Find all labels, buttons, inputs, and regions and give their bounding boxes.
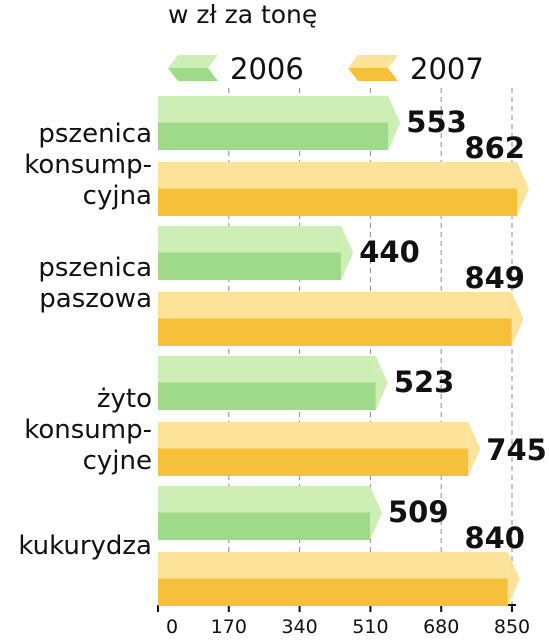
category-label: paszowa (39, 284, 152, 314)
bar-2007 (158, 579, 508, 606)
data-label: 862 (464, 131, 525, 165)
x-tick-label: 340 (281, 616, 317, 638)
data-label: 440 (359, 235, 420, 269)
bar-2006 (158, 253, 342, 280)
bar-2006 (158, 123, 389, 150)
x-tick-label: 0 (166, 616, 178, 638)
data-label: 523 (394, 365, 455, 399)
bar-2007 (158, 449, 469, 476)
x-tick-label: 170 (211, 616, 247, 638)
data-label: 553 (406, 105, 467, 139)
category-label: konsump- (24, 150, 152, 180)
legend-swatch-bottom (348, 68, 398, 81)
bar-tip (388, 96, 401, 150)
bar-top-2007 (158, 162, 517, 189)
bar-2007 (158, 189, 517, 216)
bar-tip (341, 226, 354, 280)
legend-swatch-top (348, 55, 398, 68)
bar-tip (511, 292, 524, 346)
bar-2007 (158, 319, 512, 346)
category-label: cyjne (83, 446, 152, 476)
bar-tip (369, 486, 382, 540)
bar-top-2007 (158, 292, 512, 319)
category-label: żyto (97, 384, 152, 414)
bar-2006 (158, 513, 370, 540)
x-tick-label: 510 (352, 616, 388, 638)
bar-top-2007 (158, 552, 508, 579)
category-label: konsump- (24, 415, 152, 445)
category-label: pszenica (38, 253, 152, 283)
data-label: 745 (486, 433, 547, 467)
x-tick-label: 680 (423, 616, 459, 638)
legend-label-2006: 2006 (230, 52, 304, 86)
bar-top-2006 (158, 96, 389, 123)
unit-label: w zł za tonę (168, 0, 318, 29)
bar-top-2006 (158, 226, 342, 253)
category-label: cyjna (83, 181, 152, 211)
bar-top-2006 (158, 486, 370, 513)
bar-top-2007 (158, 422, 469, 449)
data-label: 509 (388, 495, 449, 529)
legend-swatch-bottom (168, 68, 218, 81)
legend-swatch-top (168, 55, 218, 68)
bar-tip (507, 552, 520, 606)
bar-top-2006 (158, 356, 376, 383)
category-label: pszenica (38, 119, 152, 149)
category-label: kukurydza (18, 531, 152, 561)
x-tick-label: 850 (494, 616, 530, 638)
data-label: 840 (464, 521, 525, 555)
bar-tip (516, 162, 529, 216)
bar-tip (375, 356, 388, 410)
legend-label-2007: 2007 (410, 52, 484, 86)
bar-2006 (158, 383, 376, 410)
bar-tip (468, 422, 481, 476)
data-label: 849 (464, 261, 525, 295)
